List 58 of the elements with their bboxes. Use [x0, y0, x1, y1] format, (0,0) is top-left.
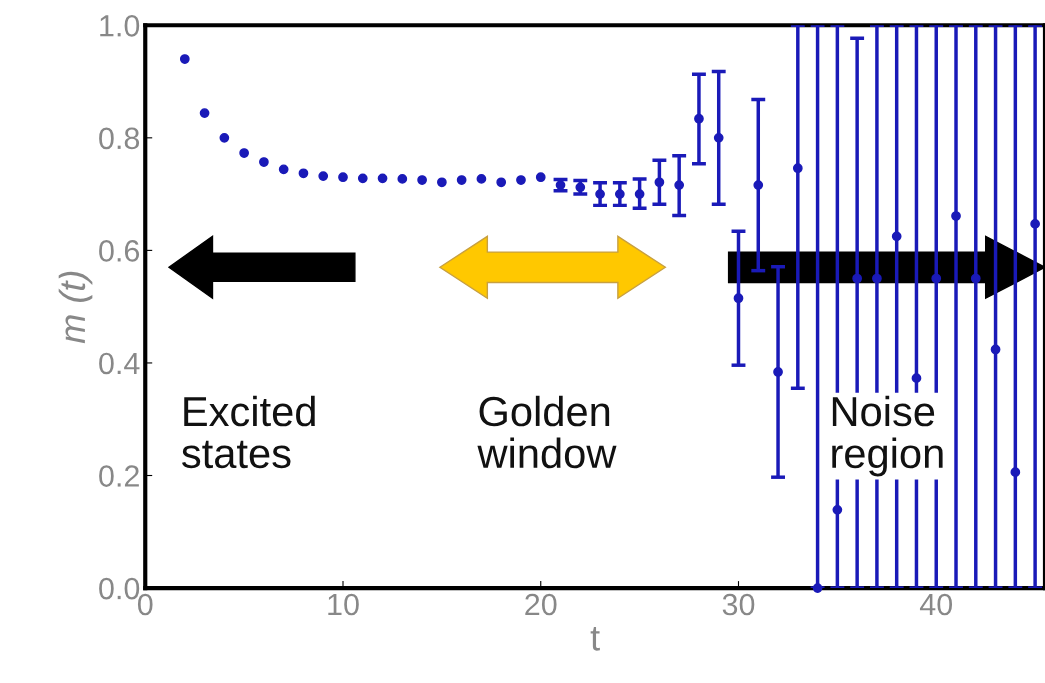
- point: [753, 180, 764, 190]
- point: [199, 108, 210, 118]
- point: [733, 293, 744, 304]
- point: [377, 173, 388, 184]
- point: [179, 54, 190, 64]
- point: [812, 583, 823, 593]
- y-tick-label: 0.8: [99, 127, 140, 150]
- x-tick-label: 40: [919, 593, 953, 616]
- y-tick-label: 0.0: [99, 577, 140, 600]
- point: [674, 180, 685, 190]
- point: [516, 175, 526, 185]
- annotation: Noise region: [832, 395, 943, 477]
- point: [476, 174, 487, 184]
- y-tick-label: 0.6: [99, 240, 140, 262]
- point: [713, 132, 724, 143]
- y-tick-label: 1.0: [100, 15, 140, 37]
- x-tick-label: 10: [328, 593, 359, 616]
- point: [1010, 467, 1021, 477]
- point: [417, 175, 427, 185]
- annotation: Golden window: [477, 395, 617, 469]
- point: [397, 174, 408, 184]
- point: [239, 148, 249, 158]
- point: [911, 373, 922, 384]
- point: [496, 177, 507, 188]
- point: [832, 504, 843, 515]
- point: [970, 273, 981, 284]
- point: [634, 189, 645, 199]
- point: [219, 132, 230, 143]
- point: [298, 168, 309, 179]
- point: [891, 231, 902, 242]
- point: [792, 163, 803, 174]
- point: [535, 172, 546, 183]
- point: [357, 173, 368, 184]
- x-axis-title: t: [590, 627, 600, 651]
- x-tick-label: 0: [137, 593, 153, 616]
- y-axis-title: m (t): [58, 271, 93, 344]
- x-tick-label: 20: [525, 593, 557, 616]
- x-tick-label: 30: [722, 593, 755, 616]
- point: [1030, 219, 1040, 229]
- y-tick-label: 0.2: [99, 465, 139, 487]
- point: [456, 175, 467, 185]
- point: [951, 211, 961, 221]
- annotation: Excited states: [182, 395, 315, 469]
- point: [318, 171, 329, 181]
- point: [437, 177, 447, 188]
- point: [852, 273, 863, 284]
- point: [872, 273, 882, 284]
- point: [278, 164, 289, 175]
- point: [654, 177, 665, 188]
- point: [990, 344, 1001, 355]
- point: [773, 367, 783, 377]
- point: [614, 189, 625, 199]
- point: [931, 273, 942, 284]
- y-tick-label: 0.4: [99, 352, 140, 375]
- point: [595, 189, 605, 199]
- point: [338, 172, 348, 183]
- point: [694, 113, 704, 124]
- point: [259, 157, 269, 167]
